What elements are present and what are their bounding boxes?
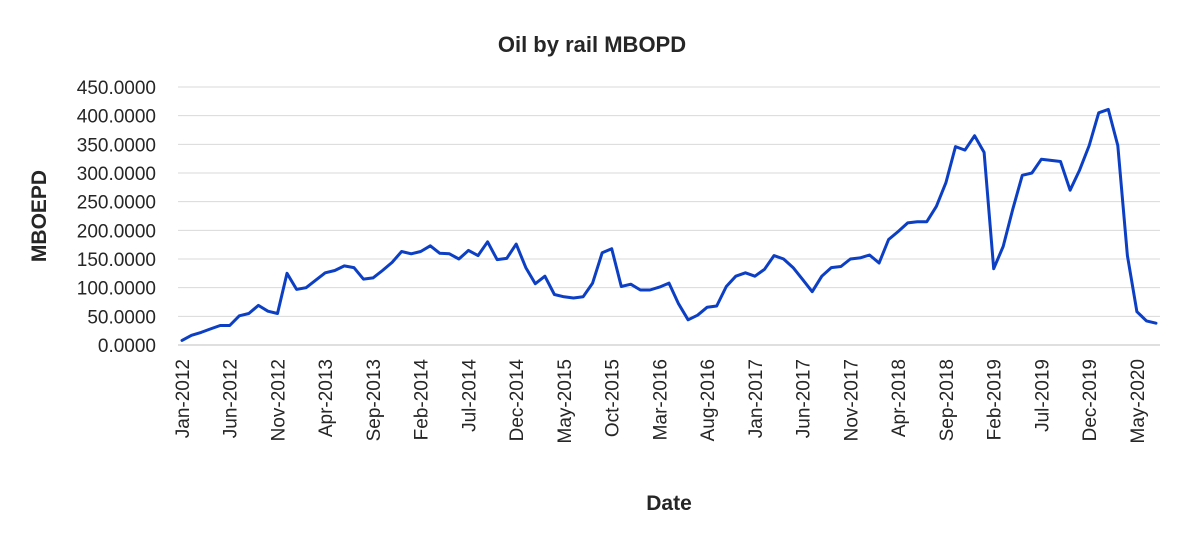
x-axis-tick-labels: Jan-2012 Jun-2012 Nov-2012 Apr-2013 Sep-2013… xyxy=(173,359,1149,444)
x-tick-label: Jan-2017 xyxy=(746,359,767,438)
x-tick-label: Feb-2014 xyxy=(412,359,433,441)
y-axis-tick-labels: 0.0000 50.0000 100.0000 150.0000 200.0000 250… xyxy=(77,78,156,357)
y-tick-label: 400.0000 xyxy=(77,107,156,128)
x-tick-label: Feb-2019 xyxy=(985,359,1006,440)
x-tick-label: Oct-2015 xyxy=(603,359,624,437)
x-tick-label: Dec-2019 xyxy=(1080,359,1101,441)
x-tick-label: Apr-2018 xyxy=(889,359,910,437)
y-tick-label: 250.0000 xyxy=(77,193,156,214)
y-tick-label: 0.0000 xyxy=(98,336,156,357)
x-tick-label: May-2020 xyxy=(1128,359,1149,444)
x-tick-label: Jul-2014 xyxy=(459,359,480,432)
series-layer xyxy=(180,107,1158,342)
y-tick-label: 100.0000 xyxy=(77,279,156,300)
x-tick-label: Mar-2016 xyxy=(650,359,671,440)
x-tick-label: Sep-2013 xyxy=(364,359,385,441)
x-axis-title: Date xyxy=(646,492,692,515)
x-tick-label: Aug-2016 xyxy=(698,359,719,441)
x-tick-label: Jun-2012 xyxy=(221,359,242,438)
x-tick-label: Nov-2017 xyxy=(841,359,862,441)
y-tick-label: 50.0000 xyxy=(87,307,156,328)
series-line xyxy=(180,107,1158,342)
y-tick-label: 450.0000 xyxy=(77,78,156,99)
chart-title: Oil by rail MBOPD xyxy=(498,32,686,57)
x-tick-label: Jan-2012 xyxy=(173,359,194,438)
x-tick-label: Apr-2013 xyxy=(316,359,337,437)
y-tick-label: 350.0000 xyxy=(77,135,156,156)
gridlines xyxy=(178,86,1160,346)
x-tick-label: Sep-2018 xyxy=(937,359,958,441)
x-tick-label: Jun-2017 xyxy=(794,359,815,438)
x-tick-label: Dec-2014 xyxy=(507,359,528,442)
x-tick-label: Jul-2019 xyxy=(1032,359,1053,432)
y-tick-label: 300.0000 xyxy=(77,164,156,185)
y-tick-label: 200.0000 xyxy=(77,221,156,242)
y-tick-label: 150.0000 xyxy=(77,250,156,271)
x-tick-label: May-2015 xyxy=(555,359,576,444)
y-axis-title: MBOEPD xyxy=(28,170,51,262)
x-tick-label: Nov-2012 xyxy=(268,359,289,441)
